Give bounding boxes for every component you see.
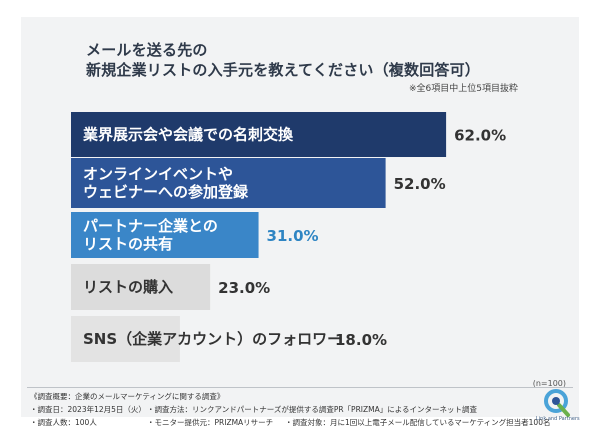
survey-count: ・調査人数：100人 xyxy=(30,418,97,427)
footer-divider xyxy=(27,387,573,388)
chart-note: ※全6項目中上位5項目抜粋 xyxy=(409,84,518,94)
category-label-1: 業界展示会や会議での名刺交換 xyxy=(82,126,294,144)
survey-target: ・調査対象：月に1回以上電子メール配信しているマーケティング担当者100名 xyxy=(285,418,551,427)
bar-5 xyxy=(71,316,180,362)
value-label-4: 23.0% xyxy=(218,279,270,297)
bar-2 xyxy=(71,158,386,208)
chart-title-line-1: メールを送る先の xyxy=(86,41,208,59)
survey-date: ・調査日：2023年12月5日（火） xyxy=(30,405,146,414)
value-label-1: 62.0% xyxy=(454,127,506,145)
chart-title-line-2: 新規企業リストの入手元を教えてください（複数回答可） xyxy=(86,61,481,79)
value-label-5: 18.0% xyxy=(335,331,387,349)
category-label-3: パートナー企業とのリストの共有 xyxy=(83,217,218,253)
bar-3 xyxy=(71,212,259,258)
category-label-4: リストの購入 xyxy=(83,278,173,296)
logo-text: Link and Partners xyxy=(536,416,580,422)
category-label-2: オンラインイベントやウェビナーへの参加登録 xyxy=(83,165,249,201)
q-logo-icon xyxy=(544,389,570,417)
bar-1 xyxy=(71,112,447,157)
bar-4 xyxy=(71,264,211,310)
survey-provider: ・モニター提供元：PRIZMAリサーチ xyxy=(147,418,274,427)
survey-overview: 《調査概要：企業のメールマーケティングに関する調査》 xyxy=(30,392,225,401)
value-label-2: 52.0% xyxy=(394,175,446,193)
category-label-5: SNS（企業アカウント）のフォロワー xyxy=(83,330,342,348)
survey-method: ・調査方法：リンクアンドパートナーズが提供する調査PR「PRIZMA」によるイン… xyxy=(147,405,478,414)
value-label-3: 31.0% xyxy=(267,227,319,245)
sample-size-label: (n=100) xyxy=(532,379,566,388)
